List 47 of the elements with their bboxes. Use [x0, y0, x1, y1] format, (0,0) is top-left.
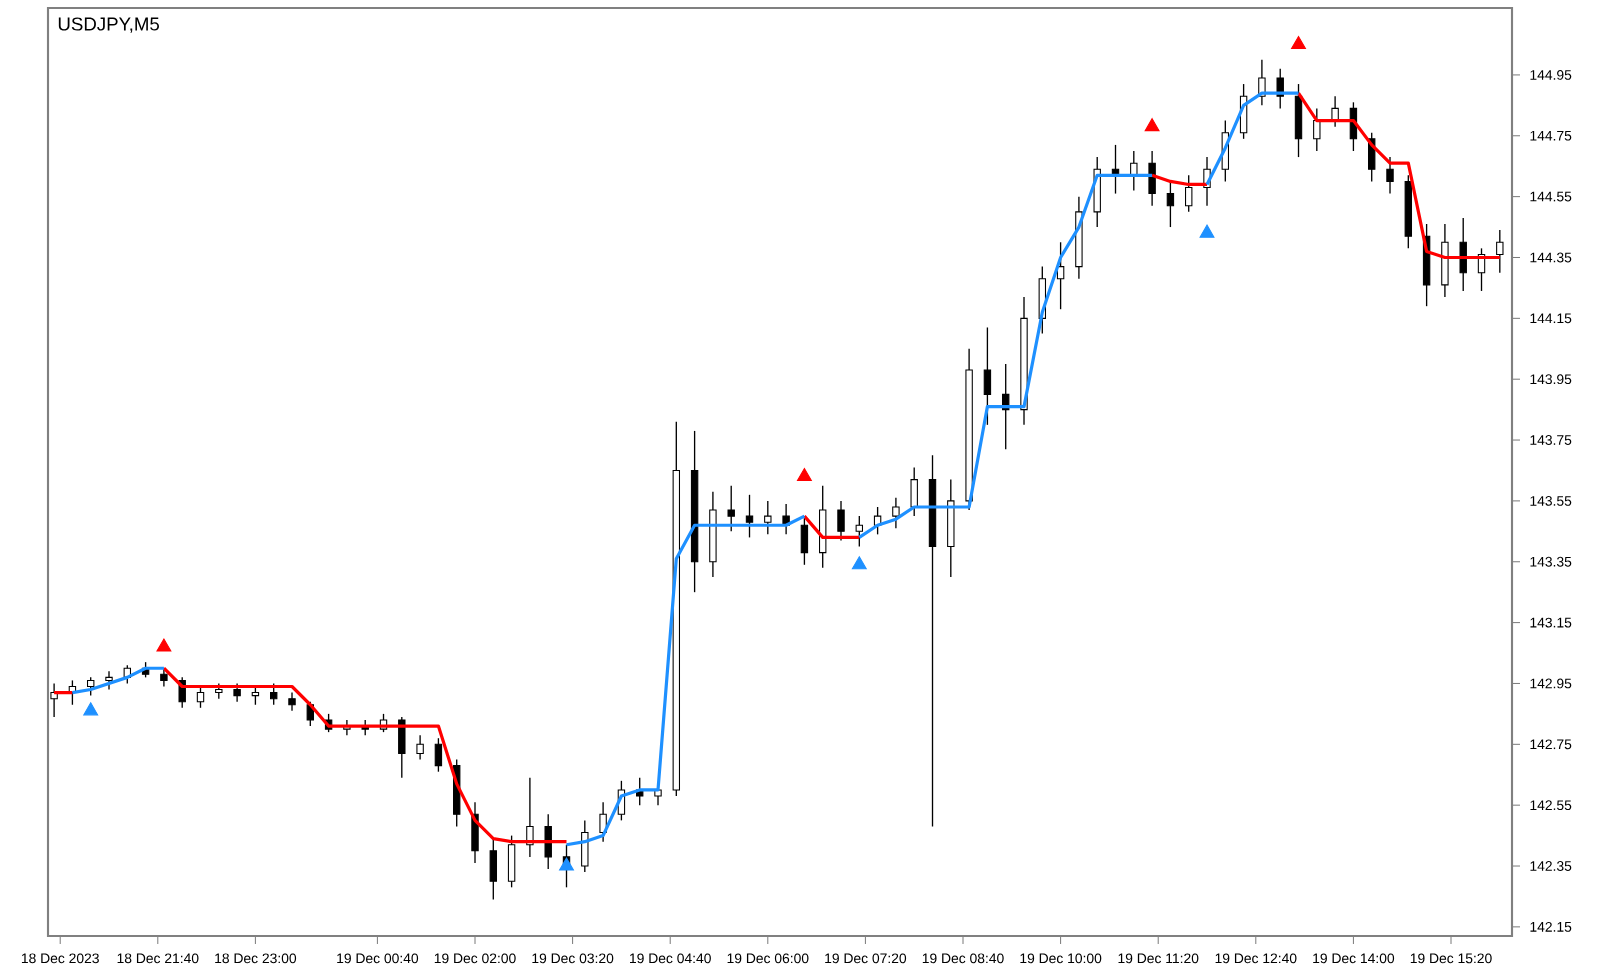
candlestick [910, 466, 918, 517]
candlestick [599, 801, 607, 843]
candlestick [269, 682, 278, 706]
point [83, 702, 99, 716]
candlestick [86, 676, 95, 697]
candlestick [983, 326, 992, 426]
candlestick [892, 497, 900, 529]
point [156, 638, 172, 652]
candlestick [434, 737, 443, 773]
candlestick [764, 500, 772, 536]
candlestick [196, 685, 205, 709]
point [1199, 224, 1215, 238]
candlestick [160, 667, 168, 688]
candlestick [1313, 107, 1321, 152]
candlestick [1130, 150, 1138, 192]
candlestick [416, 734, 424, 761]
candlestick [1441, 223, 1449, 298]
candlestick [288, 691, 296, 712]
candlestick [233, 682, 241, 703]
candlestick [544, 813, 552, 870]
candlestick [581, 819, 589, 873]
chart-title: USDJPY,M5 [58, 17, 159, 33]
candlestick [1148, 150, 1156, 207]
point [851, 556, 867, 570]
point [1291, 35, 1306, 50]
candlestick [489, 837, 498, 901]
candlestick [800, 515, 809, 566]
candlestick [1185, 174, 1193, 213]
candlestick [251, 685, 260, 706]
candlestick [819, 485, 827, 569]
point [796, 468, 812, 482]
candlestick [727, 485, 735, 532]
candlestick [1496, 229, 1504, 274]
candlestick [526, 777, 534, 858]
candlestick [398, 716, 406, 779]
candlestick [855, 515, 864, 548]
candlestick [105, 670, 113, 691]
candlestick [1166, 180, 1175, 228]
candlestick [837, 500, 845, 542]
candlestick [947, 478, 955, 578]
candlestick [745, 494, 754, 539]
candlestick [507, 834, 516, 888]
candlestick [1459, 217, 1467, 292]
candlestick [1386, 156, 1394, 195]
point [1144, 118, 1160, 132]
candlestick [1294, 83, 1303, 158]
candlestick [50, 682, 58, 718]
